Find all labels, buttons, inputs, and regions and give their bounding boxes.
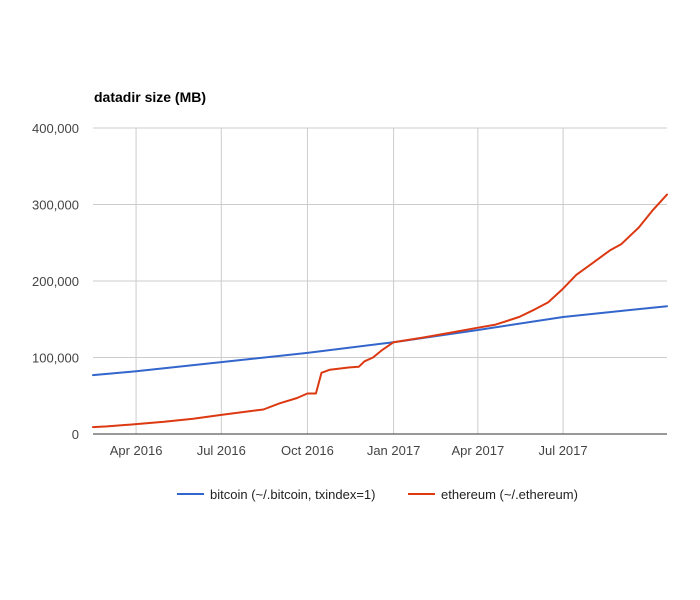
y-tick-label: 300,000 (32, 198, 79, 213)
series-line-bitcoin (92, 305, 668, 377)
y-tick-label: 400,000 (32, 121, 79, 136)
y-tick-label: 100,000 (32, 351, 79, 366)
legend-label: ethereum (~/.ethereum) (441, 487, 578, 502)
chart-title: datadir size (MB) (94, 89, 206, 105)
x-tick-label: Jul 2016 (197, 443, 246, 458)
x-axis-ticks: Apr 2016 Jul 2016 Oct 2016 Jan 2017 Apr 2017… (110, 443, 588, 458)
x-tick-label: Jul 2017 (538, 443, 587, 458)
series-lines (92, 193, 668, 429)
legend-label: bitcoin (~/.bitcoin, txindex=1) (210, 487, 375, 502)
series-line-ethereum (92, 193, 668, 429)
x-tick-label: Apr 2017 (451, 443, 504, 458)
x-tick-label: Jan 2017 (367, 443, 421, 458)
grid (93, 127, 667, 434)
legend: bitcoin (~/.bitcoin, txindex=1) ethereum … (177, 487, 578, 502)
x-tick-label: Apr 2016 (110, 443, 163, 458)
y-tick-label: 200,000 (32, 274, 79, 289)
y-tick-label: 0 (72, 427, 79, 442)
x-tick-label: Oct 2016 (281, 443, 334, 458)
y-axis-ticks: 0 100,000 200,000 300,000 400,000 (32, 121, 79, 442)
